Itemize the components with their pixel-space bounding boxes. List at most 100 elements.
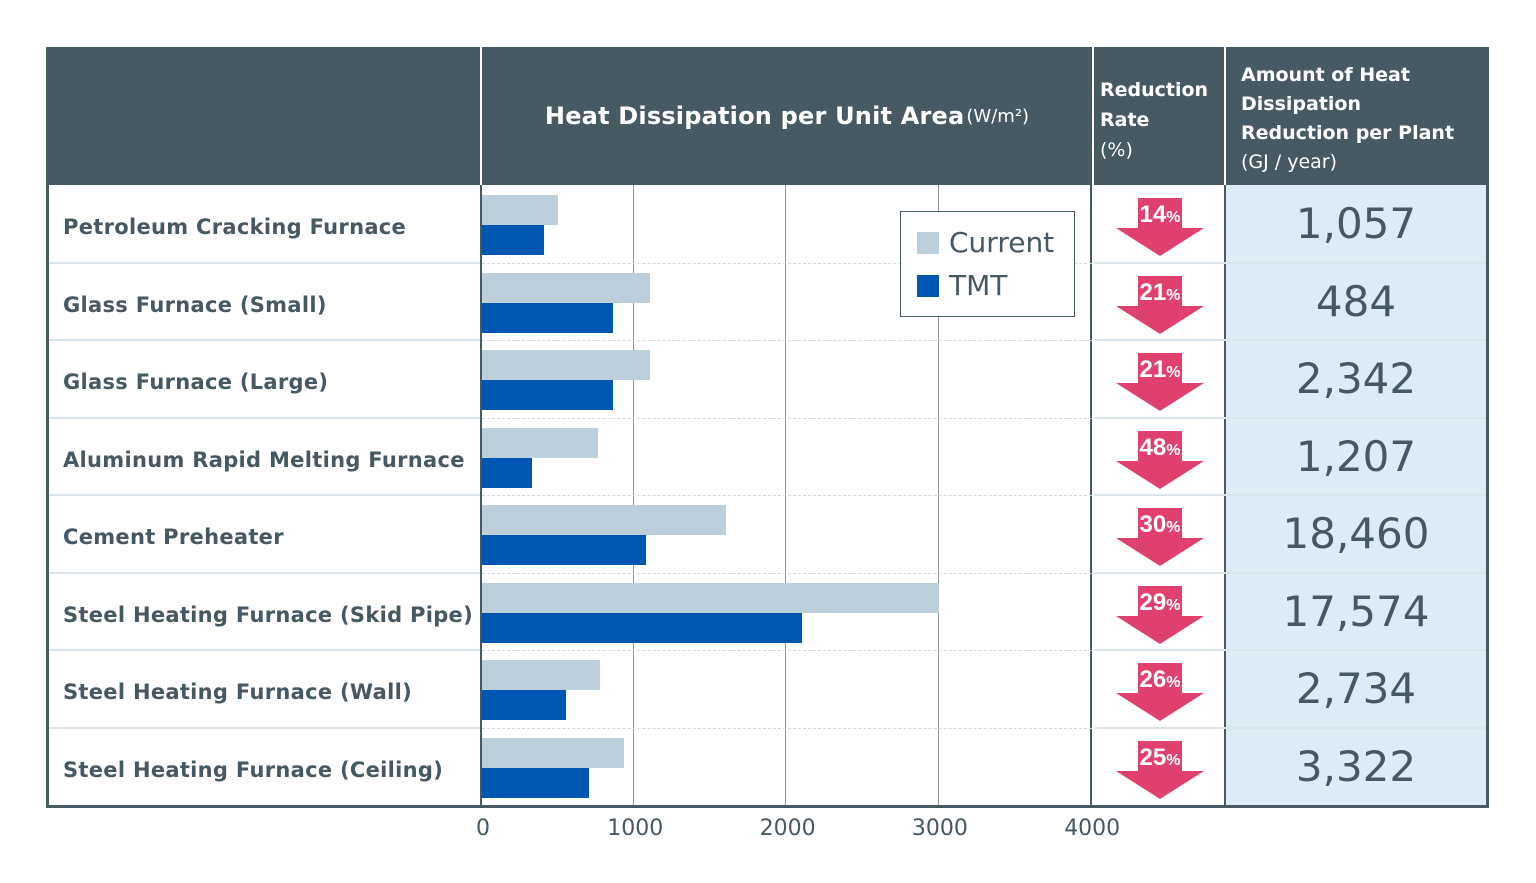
x-tick-label: 4000	[1064, 816, 1121, 841]
reduction-rate: 21%	[1116, 279, 1204, 307]
bar-current-5	[482, 505, 726, 535]
reduction-rate-value: 21	[1139, 356, 1167, 383]
reduction-amount: 1,057	[1295, 199, 1417, 248]
row-separator	[46, 261, 480, 264]
right-border	[1486, 185, 1489, 807]
row-gridline	[482, 650, 1092, 651]
down-arrow-icon	[1116, 353, 1204, 411]
row-separator	[46, 339, 480, 341]
row-label: Glass Furnace (Large)	[63, 370, 329, 394]
down-arrow-icon	[1116, 275, 1204, 334]
header-divider	[1224, 49, 1226, 183]
row-separator	[46, 494, 480, 496]
reduction-rate: 48%	[1116, 434, 1204, 462]
bar-tmt-4	[482, 457, 533, 488]
reduction-rate-value: 30	[1139, 511, 1167, 538]
amount-title-2: Dissipation	[1241, 93, 1362, 115]
x-tick-label: 2000	[759, 816, 816, 841]
bar-current-3	[482, 350, 650, 380]
reduction-rate-value: 26	[1139, 666, 1167, 693]
bar-current-6	[482, 582, 939, 613]
down-arrow-icon	[1116, 740, 1204, 799]
reduction-rate: 30%	[1116, 511, 1204, 539]
percent-sign: %	[1166, 674, 1181, 691]
bar-current-7	[482, 660, 601, 690]
reduction-rate-value: 21	[1139, 278, 1167, 306]
header-amount: Amount of Heat Dissipation Reduction per…	[1226, 47, 1489, 185]
percent-sign: %	[1166, 441, 1181, 459]
chart-unit: (W∕m²)	[966, 105, 1030, 127]
row-separator	[1094, 726, 1489, 729]
bar-current-2	[482, 272, 650, 303]
table-body: Petroleum Cracking Furnace 14% 1,057 Glass …	[46, 185, 1489, 808]
legend-item-tmt: TMT	[917, 269, 1007, 302]
row-separator	[1094, 339, 1489, 341]
reduction-amount: 2,734	[1295, 664, 1417, 713]
legend-swatch-current	[917, 231, 939, 254]
row-label: Steel Heating Furnace (Ceiling)	[63, 757, 444, 782]
header-blank-cell	[46, 47, 480, 185]
bar-tmt-7	[482, 690, 566, 720]
percent-sign: %	[1166, 519, 1181, 536]
reduction-amount: 17,574	[1282, 586, 1430, 636]
reduction-rate-value: 29	[1139, 588, 1167, 616]
x-tick-label: 1000	[607, 816, 664, 841]
reduction-rate-value: 25	[1139, 743, 1167, 771]
bar-tmt-6	[482, 612, 802, 643]
rate-title-2: Rate	[1100, 109, 1150, 131]
bar-tmt-8	[482, 767, 589, 798]
row-separator	[1094, 416, 1489, 419]
row-gridline	[482, 727, 1092, 729]
header-rate: Reduction Rate (%)	[1094, 47, 1224, 185]
row-separator	[46, 726, 480, 729]
row-gridline	[482, 340, 1092, 341]
x-tick-label: 3000	[911, 816, 968, 841]
row-separator	[46, 571, 480, 574]
chart-table: Heat Dissipation per Unit Area (W∕m²) Red…	[46, 47, 1489, 808]
bar-tmt-2	[482, 302, 613, 333]
header-divider	[480, 49, 482, 183]
reduction-amount: 2,342	[1295, 354, 1417, 403]
reduction-rate-value: 48	[1139, 433, 1167, 461]
amount-title-3: Reduction per Plant	[1241, 122, 1455, 144]
reduction-rate-value: 14	[1139, 201, 1167, 228]
row-label: Glass Furnace (Small)	[63, 292, 327, 317]
reduction-rate: 21%	[1116, 356, 1204, 384]
rate-title-1: Reduction	[1100, 79, 1209, 101]
reduction-amount: 18,460	[1282, 509, 1430, 558]
legend-swatch-tmt	[917, 274, 939, 297]
percent-sign: %	[1166, 596, 1181, 614]
legend-item-current: Current	[917, 226, 1054, 259]
reduction-amount: 484	[1315, 276, 1397, 326]
down-arrow-icon	[1116, 508, 1204, 566]
legend-label-current: Current	[949, 226, 1055, 259]
bottom-border	[46, 805, 1489, 808]
bar-current-4	[482, 427, 598, 458]
down-arrow-icon	[1116, 198, 1204, 256]
percent-sign: %	[1166, 364, 1181, 381]
row-gridline	[482, 262, 1092, 264]
percent-sign: %	[1166, 286, 1181, 304]
axis-line	[480, 185, 482, 805]
row-separator	[1094, 261, 1489, 264]
reduction-rate: 25%	[1116, 744, 1204, 772]
rate-unit: (%)	[1100, 139, 1133, 161]
row-separator	[1094, 649, 1489, 651]
legend-label-tmt: TMT	[949, 269, 1008, 302]
header-chart-title: Heat Dissipation per Unit Area (W∕m²)	[482, 47, 1092, 185]
chart-title: Heat Dissipation per Unit Area	[544, 102, 965, 130]
amount-title-1: Amount of Heat	[1241, 64, 1410, 86]
row-separator	[46, 649, 480, 651]
row-label: Steel Heating Furnace (Wall)	[63, 680, 412, 704]
bar-current-8	[482, 737, 624, 768]
row-label: Steel Heating Furnace (Skid Pipe)	[63, 602, 473, 627]
reduction-rate: 29%	[1116, 589, 1204, 617]
row-gridline	[482, 417, 1092, 419]
bar-tmt-1	[482, 225, 545, 255]
percent-sign: %	[1166, 751, 1181, 769]
reduction-rate: 14%	[1116, 201, 1204, 229]
left-border	[46, 185, 49, 807]
legend: Current TMT	[900, 211, 1075, 317]
reduction-rate: 26%	[1116, 666, 1204, 694]
row-separator	[1094, 494, 1489, 496]
